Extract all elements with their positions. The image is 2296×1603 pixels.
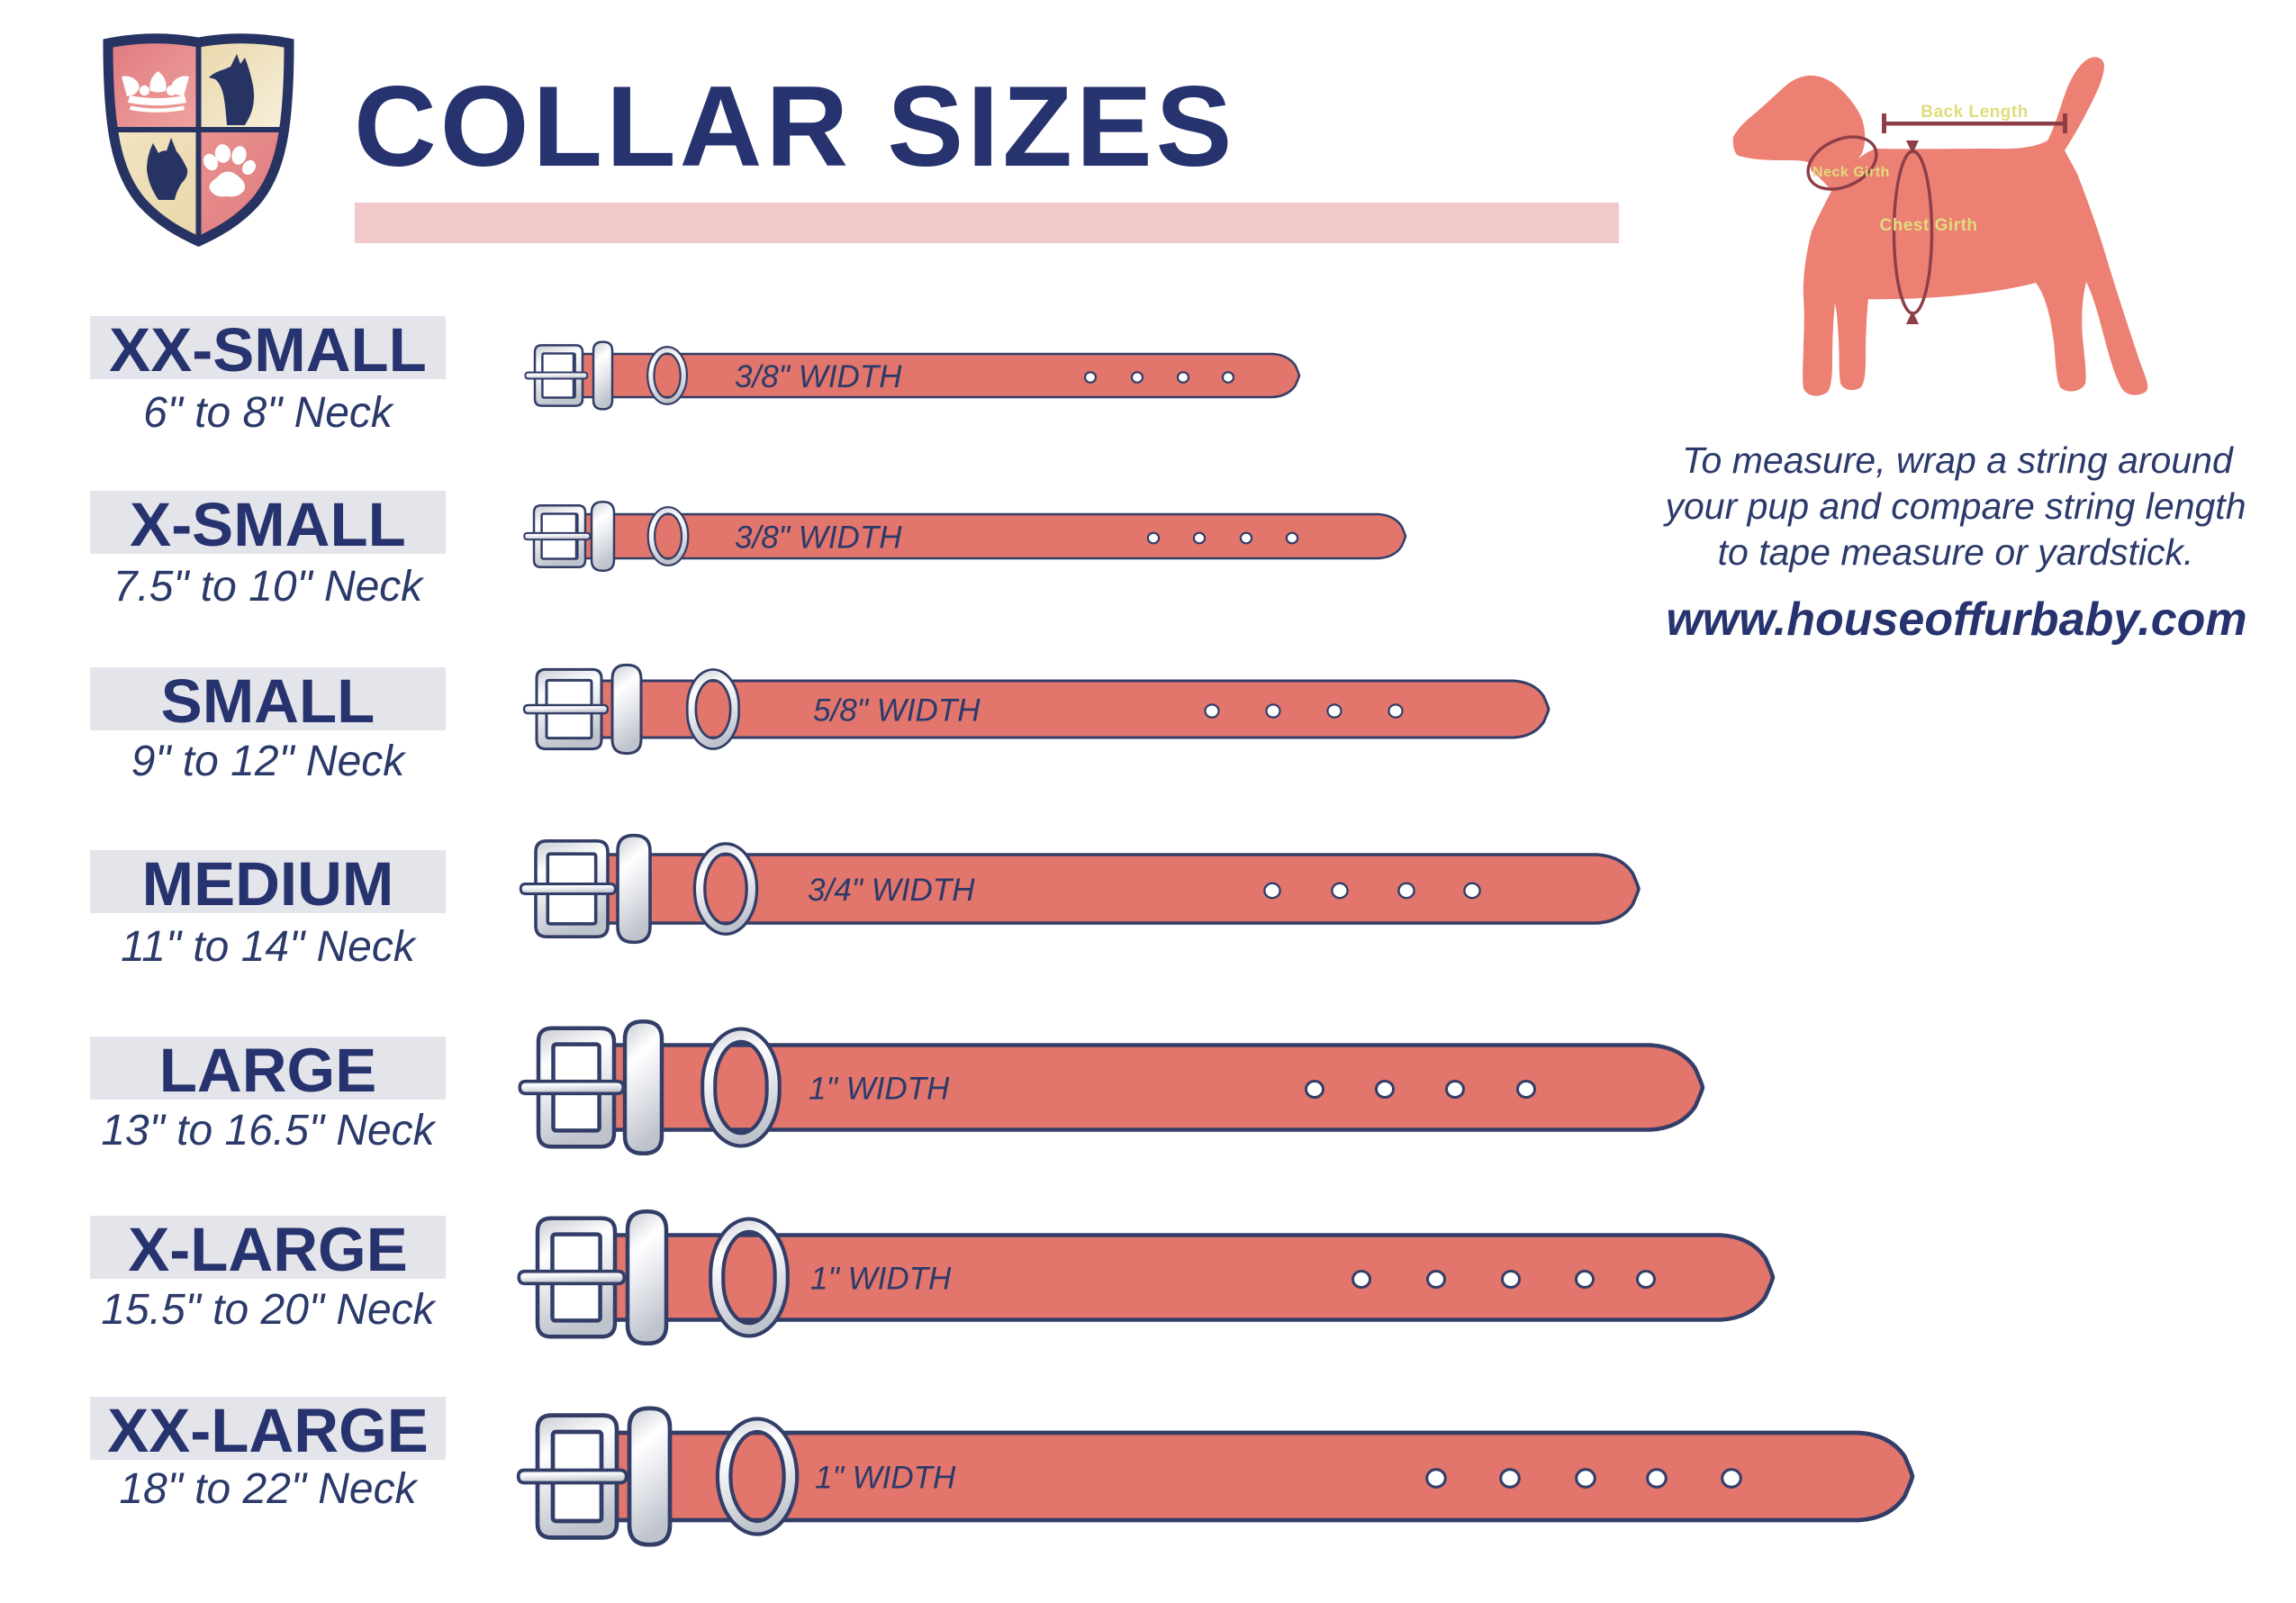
svg-text:your pup and compare string le: your pup and compare string length xyxy=(1662,485,2246,527)
svg-text:XX-LARGE: XX-LARGE xyxy=(107,1396,429,1465)
svg-text:11" to 14" Neck: 11" to 14" Neck xyxy=(121,923,418,971)
svg-text:Neck Girth: Neck Girth xyxy=(1812,165,1890,180)
svg-text:To measure, wrap a string arou: To measure, wrap a string around xyxy=(1682,439,2234,481)
svg-text:XX-SMALL: XX-SMALL xyxy=(109,315,427,385)
svg-text:SMALL: SMALL xyxy=(161,666,375,736)
svg-text:9" to 12" Neck: 9" to 12" Neck xyxy=(131,738,408,785)
svg-text:1" WIDTH: 1" WIDTH xyxy=(815,1461,956,1496)
svg-text:1" WIDTH: 1" WIDTH xyxy=(809,1072,950,1107)
svg-text:1" WIDTH: 1" WIDTH xyxy=(810,1262,952,1297)
svg-text:X-SMALL: X-SMALL xyxy=(130,490,406,559)
svg-text:LARGE: LARGE xyxy=(159,1036,377,1105)
svg-text:3/8" WIDTH: 3/8" WIDTH xyxy=(735,521,902,556)
svg-text:MEDIUM: MEDIUM xyxy=(142,849,394,919)
svg-text:5/8" WIDTH: 5/8" WIDTH xyxy=(813,693,981,729)
svg-text:www.houseoffurbaby.com: www.houseoffurbaby.com xyxy=(1666,593,2246,646)
svg-text:to tape measure or yardstick.: to tape measure or yardstick. xyxy=(1718,531,2194,573)
svg-text:3/4" WIDTH: 3/4" WIDTH xyxy=(808,873,975,908)
svg-text:Back Length: Back Length xyxy=(1921,103,2029,122)
svg-text:Chest Girth: Chest Girth xyxy=(1880,216,1978,235)
svg-text:15.5" to 20" Neck: 15.5" to 20" Neck xyxy=(101,1286,437,1334)
svg-text:COLLAR SIZES: COLLAR SIZES xyxy=(354,62,1235,190)
svg-text:3/8" WIDTH: 3/8" WIDTH xyxy=(735,359,902,394)
svg-text:6" to 8" Neck: 6" to 8" Neck xyxy=(143,389,395,437)
svg-text:7.5" to 10" Neck: 7.5" to 10" Neck xyxy=(113,563,426,611)
svg-text:X-LARGE: X-LARGE xyxy=(128,1215,408,1284)
svg-text:13" to 16.5" Neck: 13" to 16.5" Neck xyxy=(101,1107,437,1155)
svg-text:18" to 22" Neck: 18" to 22" Neck xyxy=(119,1465,419,1513)
